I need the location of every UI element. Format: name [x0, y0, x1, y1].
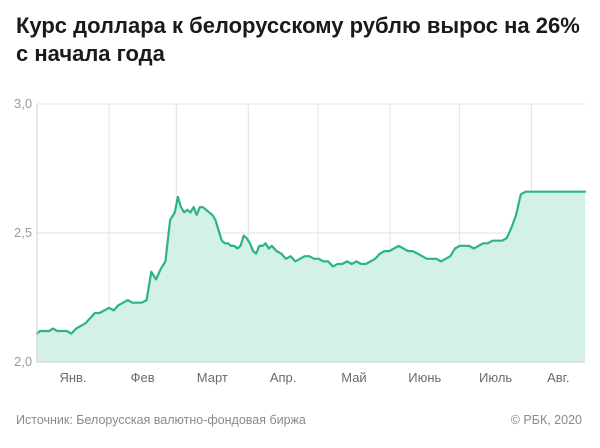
chart-title: Курс доллара к белорусскому рублю вырос … — [16, 13, 580, 66]
y-tick-label: 3,0 — [14, 96, 32, 111]
series-line — [35, 190, 587, 335]
x-tick-label: Июнь — [408, 370, 441, 385]
x-tick-label: Янв. — [59, 370, 86, 385]
x-tick-label: Июль — [479, 370, 512, 385]
x-tick-label: Март — [197, 370, 228, 385]
source-note: Источник: Белорусская валютно-фондовая б… — [16, 413, 306, 427]
y-tick-label: 2,5 — [14, 225, 32, 240]
y-tick-label: 2,0 — [14, 354, 32, 369]
x-tick-label: Авг. — [547, 370, 569, 385]
copyright-note: © РБК, 2020 — [510, 413, 582, 427]
series-area — [37, 191, 585, 362]
x-tick-label: Фев — [131, 370, 155, 385]
x-tick-label: Май — [341, 370, 366, 385]
x-tick-label: Апр. — [270, 370, 297, 385]
